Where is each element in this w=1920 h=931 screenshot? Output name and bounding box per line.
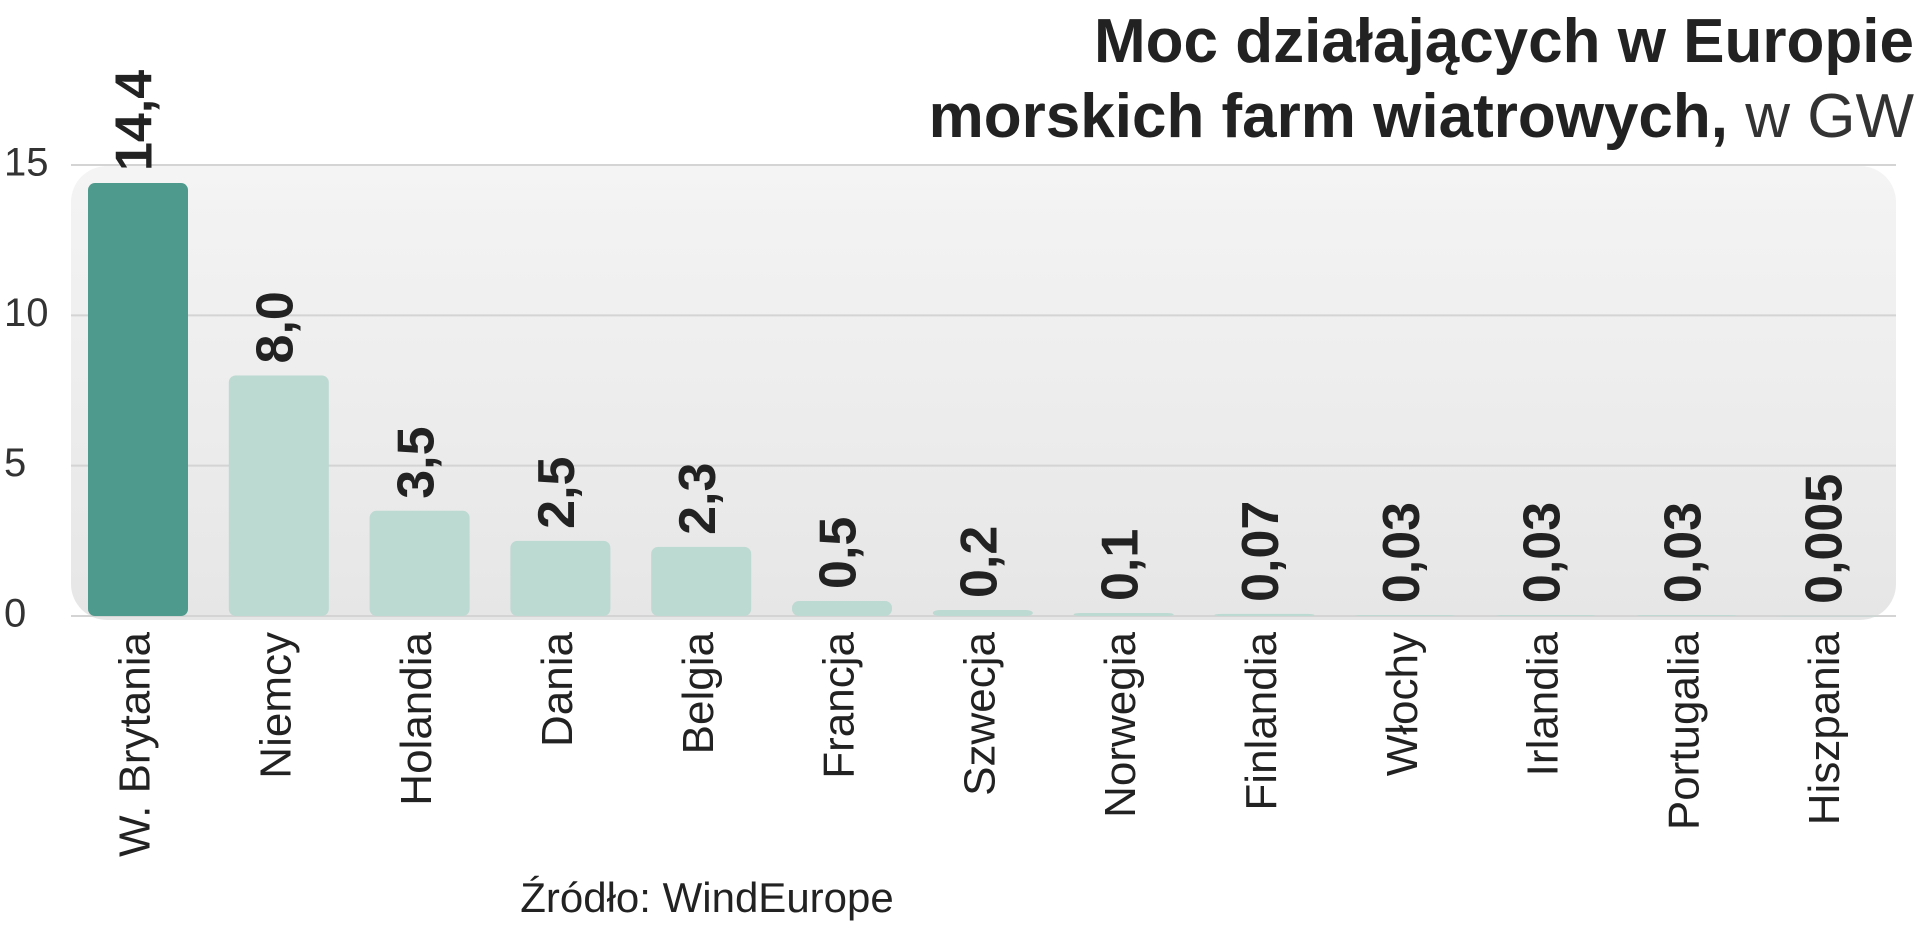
bar: [1496, 615, 1596, 616]
value-label: 3,5: [387, 426, 445, 498]
value-label: 0,1: [1091, 529, 1149, 601]
bar: [88, 183, 188, 617]
bar: [1073, 612, 1174, 616]
value-label: 0,005: [1795, 474, 1853, 604]
source: Źródło: WindEurope: [520, 874, 894, 921]
bar: [932, 609, 1033, 616]
x-tick-label: Holandia: [392, 631, 441, 805]
x-tick-label: Niemcy: [251, 632, 300, 779]
x-tick-label: Dania: [533, 631, 582, 746]
unit: w GW: [1744, 82, 1914, 151]
value-label: 2,5: [528, 457, 586, 529]
bar: [510, 540, 611, 616]
x-tick-label: Norwegia: [1096, 631, 1145, 817]
bar: [1355, 615, 1456, 616]
bar: [228, 375, 329, 616]
value-label: 2,3: [669, 463, 727, 535]
x-tick-label: Finlandia: [1237, 631, 1286, 810]
bar: [792, 600, 892, 616]
value-label: 0,07: [1232, 501, 1290, 602]
bar: [369, 510, 470, 616]
value-label: 0,2: [951, 526, 1009, 598]
value-label: 0,03: [1514, 502, 1572, 603]
x-tick-label: Irlandia: [1519, 631, 1568, 776]
x-tick-label: Portugalia: [1659, 631, 1708, 830]
bar: [651, 546, 752, 616]
value-label: 0,03: [1373, 502, 1431, 603]
bar: [1777, 615, 1878, 617]
bar: [1636, 615, 1737, 616]
y-tick-label: 15: [4, 141, 49, 185]
y-tick-label: 5: [4, 441, 26, 485]
y-tick-label: 0: [4, 592, 26, 636]
chart-title: morskich farm wiatrowych,: [929, 82, 1728, 151]
x-tick-label: Francja: [815, 631, 864, 778]
x-tick-label: Belgia: [674, 631, 723, 754]
x-tick-label: Włochy: [1378, 632, 1427, 776]
plot-background: [71, 166, 1896, 620]
value-label: 14,4: [106, 70, 164, 171]
x-tick-label: Hiszpania: [1800, 631, 1849, 825]
value-label: 8,0: [247, 291, 305, 363]
x-tick-label: Szwecja: [955, 631, 1004, 795]
bar: [1214, 613, 1315, 616]
value-label: 0,03: [1655, 502, 1713, 603]
chart-title: Moc działających w Europie: [1094, 7, 1914, 76]
value-label: 0,5: [810, 517, 868, 589]
x-tick-label: W. Brytania: [111, 631, 160, 856]
chart-title: morskich farm wiatrowych, w GW: [929, 82, 1915, 151]
y-tick-label: 10: [4, 291, 49, 335]
